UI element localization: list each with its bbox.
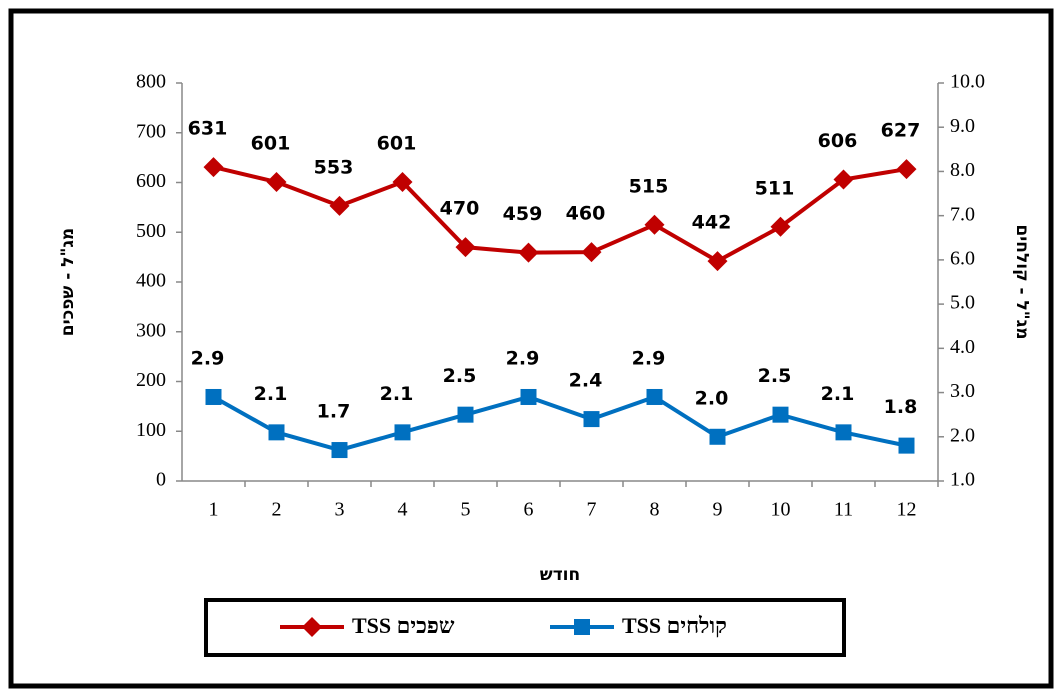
- data-point: [203, 157, 224, 178]
- data-label: 511: [755, 177, 795, 199]
- series-line: [213, 165, 907, 264]
- data-point: [455, 237, 476, 258]
- data-point: [520, 388, 537, 405]
- y2-tick-label: 9.0: [950, 115, 975, 137]
- y-tick-label: 100: [136, 419, 166, 441]
- y-tick-label: 500: [136, 220, 166, 242]
- x-axis-title: חודש: [540, 565, 580, 585]
- y2-tick-label: 2.0: [950, 424, 975, 446]
- data-label: 460: [566, 203, 606, 225]
- y2-tick-label: 4.0: [950, 336, 975, 358]
- data-point: [266, 172, 287, 193]
- data-point: [329, 195, 350, 216]
- y-axis-title: מג"ל - שפכים: [58, 228, 78, 336]
- y2-tick-label: 7.0: [950, 203, 975, 225]
- data-label: 2.5: [443, 365, 477, 387]
- y2-axis-title: מג"ל - קולחים: [1012, 224, 1032, 339]
- data-point: [833, 169, 854, 190]
- data-label: 2.9: [191, 347, 225, 369]
- y-tick-label: 400: [136, 270, 166, 292]
- x-tick-label: 11: [834, 499, 853, 521]
- data-point: [583, 411, 600, 428]
- y-tick-label: 800: [136, 71, 166, 93]
- x-tick-label: 2: [272, 499, 282, 521]
- data-label: 2.1: [380, 383, 414, 405]
- data-point: [205, 388, 222, 405]
- data-label: 2.9: [506, 347, 540, 369]
- x-tick-label: 10: [771, 499, 791, 521]
- data-point: [772, 406, 789, 423]
- data-point: [457, 406, 474, 423]
- data-point: [709, 428, 726, 445]
- data-point: [644, 214, 665, 235]
- data-label: 2.5: [758, 365, 792, 387]
- legend-marker: [302, 617, 322, 637]
- legend-label: TSS שפכים: [352, 613, 455, 638]
- x-tick-label: 1: [209, 499, 219, 521]
- y2-tick-label: 1.0: [950, 469, 975, 491]
- x-tick-label: 9: [713, 499, 723, 521]
- y-tick-label: 700: [136, 120, 166, 142]
- x-tick-label: 4: [398, 499, 408, 521]
- data-label: 515: [629, 175, 669, 197]
- y-tick-label: 0: [156, 469, 166, 491]
- data-label: 470: [440, 198, 480, 220]
- y2-tick-label: 6.0: [950, 247, 975, 269]
- data-point: [392, 172, 413, 193]
- y2-tick-label: 8.0: [950, 159, 975, 181]
- data-label: 1.8: [884, 396, 918, 418]
- data-point: [898, 437, 915, 454]
- series-line: [212, 394, 907, 453]
- data-point: [581, 242, 602, 263]
- data-point: [770, 216, 791, 237]
- data-point: [268, 424, 285, 441]
- data-label: 2.4: [569, 370, 603, 392]
- x-tick-label: 8: [650, 499, 660, 521]
- data-label: 627: [881, 120, 921, 142]
- data-point: [394, 424, 411, 441]
- data-label: 459: [503, 203, 543, 225]
- data-label: 553: [314, 156, 354, 178]
- y2-tick-label: 10.0: [950, 71, 985, 93]
- data-point: [518, 242, 539, 263]
- frame: [8, 8, 1054, 689]
- y2-tick-label: 3.0: [950, 380, 975, 402]
- data-label: 2.0: [695, 387, 729, 409]
- data-label: 2.9: [632, 347, 666, 369]
- data-label: 1.7: [317, 401, 351, 423]
- data-point: [707, 251, 728, 272]
- x-tick-label: 5: [461, 499, 471, 521]
- x-tick-label: 6: [524, 499, 534, 521]
- x-tick-label: 12: [897, 499, 917, 521]
- x-tick-label: 3: [335, 499, 345, 521]
- data-label: 2.1: [254, 383, 288, 405]
- y2-tick-label: 5.0: [950, 292, 975, 314]
- data-label: 442: [692, 212, 732, 234]
- y-tick-label: 300: [136, 319, 166, 341]
- data-point: [646, 388, 663, 405]
- y-tick-label: 600: [136, 170, 166, 192]
- legend-label: TSS קולחים: [622, 613, 727, 638]
- data-point: [896, 159, 917, 180]
- data-point: [331, 442, 348, 459]
- data-label: 2.1: [821, 383, 855, 405]
- data-label: 601: [377, 133, 417, 155]
- legend-marker: [574, 619, 590, 635]
- data-point: [835, 424, 852, 441]
- data-label: 606: [818, 130, 858, 152]
- data-label: 601: [251, 133, 291, 155]
- data-label: 631: [188, 118, 228, 140]
- y-tick-label: 200: [136, 369, 166, 391]
- x-tick-label: 7: [587, 499, 597, 521]
